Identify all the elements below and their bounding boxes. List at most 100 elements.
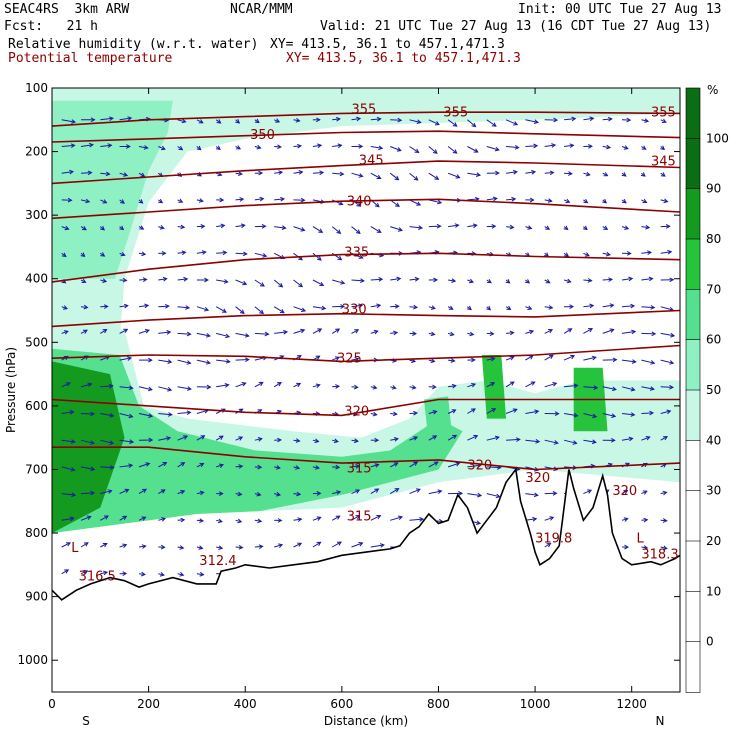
wind-vector (564, 116, 577, 122)
wind-vector (660, 332, 676, 338)
wind-vector (660, 436, 669, 441)
rh-region-8 (424, 396, 453, 444)
wind-vector (641, 305, 656, 310)
wind-vector (351, 384, 359, 390)
wind-vector (158, 359, 173, 364)
field-rh-label: Relative humidity (w.r.t. water) (8, 37, 259, 52)
wind-vector (351, 329, 360, 334)
wind-vector (312, 465, 320, 470)
wind-vector (100, 489, 113, 495)
wind-vector (602, 251, 611, 257)
wind-vector (235, 251, 248, 257)
wind-vector (583, 355, 597, 361)
wind-vector (61, 225, 70, 231)
wind-vector (312, 170, 325, 176)
wind-vector (621, 198, 627, 204)
colorbar-bin (685, 87, 701, 140)
wind-vector (583, 489, 593, 495)
wind-vector (621, 329, 637, 335)
wind-vector (293, 491, 302, 497)
wind-vector (61, 439, 76, 444)
wind-vector (602, 437, 616, 443)
x-tick-label: 600 (330, 697, 353, 711)
wind-vector (235, 171, 243, 176)
wind-vector (331, 226, 342, 234)
theta-label: 320 (612, 484, 637, 499)
wind-vector (235, 145, 242, 150)
wind-vector (158, 544, 166, 550)
wind-vector (235, 491, 243, 497)
wind-vector (138, 516, 147, 521)
wind-vector (602, 277, 614, 282)
wind-vector (660, 172, 666, 177)
theta-label: 345 (359, 153, 384, 168)
wind-vector (505, 119, 519, 126)
wind-vector (100, 171, 111, 177)
wind-vector (409, 304, 419, 310)
wind-vector (119, 172, 129, 177)
theta-contour-320 (52, 398, 680, 417)
wind-vector (564, 383, 579, 389)
wind-vector (177, 331, 192, 337)
wind-vector (351, 464, 361, 469)
wind-vector (486, 356, 496, 362)
wind-vector (641, 145, 647, 150)
wind-vector (351, 144, 364, 149)
wind-vector (119, 385, 134, 391)
header-model: SEAC4RS 3km ARW (4, 2, 130, 17)
x-tick-label: 400 (234, 697, 257, 711)
wind-vector (119, 199, 125, 204)
wind-vector (467, 172, 482, 177)
wind-vector (563, 439, 578, 445)
wind-vector (312, 328, 323, 334)
theta-contour-330 (52, 309, 680, 328)
wind-vector (409, 199, 422, 206)
wind-vector (660, 277, 675, 283)
wind-vector (235, 544, 244, 550)
y-axis-title: Pressure (hPa) (4, 347, 18, 433)
wind-vector (467, 408, 476, 414)
wind-vector (100, 413, 115, 418)
wind-vector (641, 410, 655, 416)
wind-vector (525, 516, 538, 522)
wind-vector (544, 279, 551, 284)
wind-vector (61, 382, 71, 388)
x-right-end-label: N (656, 714, 665, 728)
wind-vector (621, 225, 630, 230)
wind-vector (563, 354, 576, 361)
wind-vector (274, 225, 287, 230)
wind-vector (293, 118, 301, 123)
wind-vector (621, 117, 632, 123)
wind-vector (370, 488, 380, 495)
wind-vector (621, 386, 636, 392)
colorbar-bin (685, 238, 701, 291)
wind-vector (428, 410, 438, 415)
colorbar-bin (685, 590, 701, 643)
wind-vector (602, 116, 613, 122)
wind-vector (216, 518, 223, 524)
wind-vector (544, 143, 557, 148)
wind-vector (61, 143, 76, 149)
wind-vector (158, 198, 164, 204)
theta-label: 320 (467, 459, 492, 474)
wind-vector (119, 488, 130, 495)
wind-vector (138, 303, 150, 309)
wind-vector (447, 434, 458, 441)
wind-vector (138, 199, 144, 204)
wind-vector (80, 252, 86, 257)
wind-vector (467, 357, 476, 363)
wind-vector (506, 437, 521, 442)
wind-vector (563, 278, 572, 284)
wind-vector (370, 145, 384, 151)
header-org: NCAR/MMM (230, 2, 293, 17)
wind-vector (158, 303, 170, 309)
wind-vector (544, 198, 553, 203)
wind-vector (100, 116, 114, 122)
y-tick-label: 800 (25, 526, 48, 540)
wind-vector (505, 408, 518, 414)
wind-vector (216, 463, 224, 468)
colorbar-tick-label: 30 (706, 484, 721, 498)
wind-vector (254, 144, 262, 150)
wind-vector (602, 357, 618, 363)
wind-vector (138, 488, 148, 495)
